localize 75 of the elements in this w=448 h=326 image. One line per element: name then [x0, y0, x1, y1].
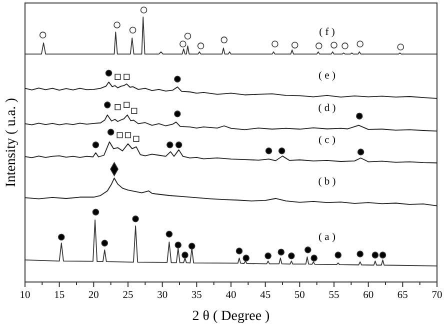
point	[174, 76, 181, 82]
point	[104, 102, 111, 108]
point	[107, 128, 114, 136]
x-tick-label: 70	[432, 290, 442, 301]
point	[197, 42, 204, 50]
y-axis-title: Intensity ( u.a. )	[4, 98, 19, 188]
x-tick-label: 50	[294, 290, 305, 301]
point	[304, 246, 312, 254]
point	[124, 132, 132, 138]
point	[272, 40, 278, 48]
point	[175, 142, 182, 148]
point	[372, 252, 379, 258]
point	[397, 44, 404, 50]
point	[114, 74, 121, 80]
annotation: ( d )	[318, 102, 336, 114]
point	[166, 230, 173, 238]
point	[180, 40, 186, 48]
x-tick-label: 25	[122, 290, 134, 301]
point	[310, 254, 318, 262]
point	[174, 242, 182, 248]
point	[342, 42, 348, 50]
point	[188, 242, 196, 250]
point	[131, 108, 138, 114]
x-tick-label: 45	[260, 290, 271, 301]
point	[184, 32, 192, 40]
point	[334, 252, 342, 258]
annotation: ( f )	[319, 26, 336, 38]
point	[92, 142, 100, 148]
x-tick-label: 10	[20, 290, 30, 301]
x-tick-label: 55	[328, 290, 340, 301]
point	[124, 102, 130, 108]
point	[39, 32, 46, 38]
point	[357, 148, 364, 156]
point	[105, 70, 112, 76]
x-tick-label: 65	[397, 290, 408, 301]
point	[182, 252, 188, 258]
point	[140, 6, 148, 14]
point	[278, 148, 286, 154]
annotation: ( a )	[318, 232, 336, 243]
point	[278, 248, 285, 256]
point	[356, 40, 364, 48]
annotation: ( b )	[318, 176, 336, 188]
point	[174, 110, 181, 118]
point	[316, 42, 322, 50]
point	[116, 132, 123, 138]
point	[330, 42, 338, 48]
point	[242, 254, 250, 262]
point	[288, 252, 295, 260]
point	[356, 112, 363, 120]
point	[58, 234, 65, 240]
point	[133, 136, 140, 142]
x-tick-label: 15	[54, 290, 65, 301]
x-axis-title: 2 θ ( Degree )	[192, 309, 270, 324]
point	[92, 208, 100, 216]
point	[101, 240, 108, 246]
x-tick-label: 35	[191, 290, 202, 301]
point	[114, 22, 120, 28]
point	[379, 252, 386, 258]
point	[236, 248, 243, 254]
point	[114, 104, 121, 110]
point	[264, 252, 272, 260]
x-tick-label: 60	[363, 290, 374, 301]
point	[129, 26, 136, 34]
point	[220, 36, 228, 44]
x-tick-label: 30	[157, 290, 168, 301]
annotation: ( e )	[318, 70, 336, 82]
x-tick-label: 20	[88, 290, 99, 301]
point	[265, 148, 272, 154]
point	[166, 142, 174, 148]
x-tick-label: 40	[226, 290, 236, 301]
point	[356, 250, 364, 258]
point	[291, 42, 298, 48]
point	[124, 74, 130, 80]
point	[132, 216, 139, 222]
annotation: ( c )	[318, 134, 336, 146]
